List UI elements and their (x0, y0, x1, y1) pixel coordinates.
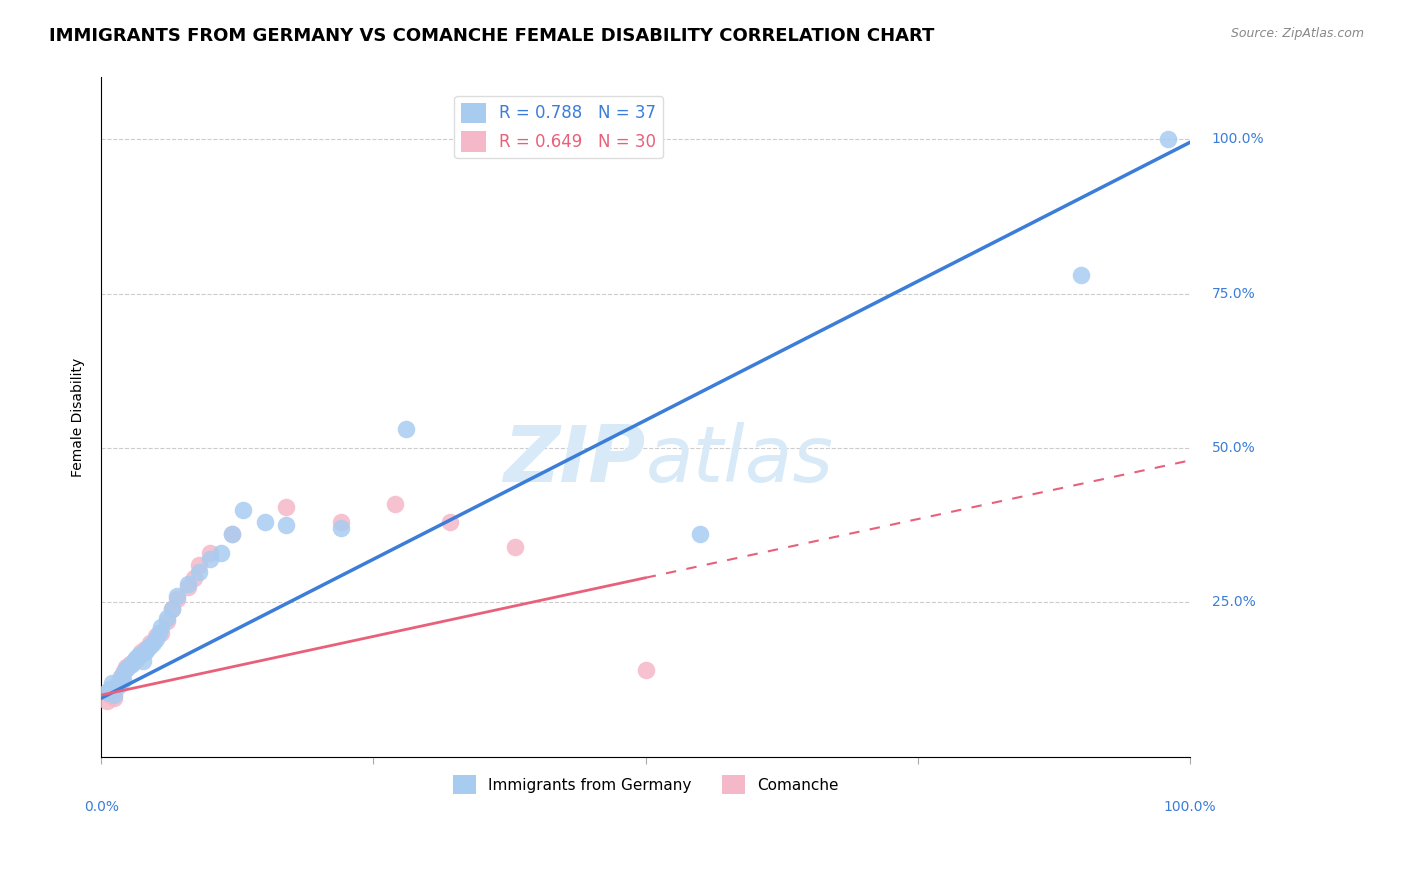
Point (115, 660, 138, 674)
Point (232, 503, 254, 517)
Point (118, 657, 141, 672)
Point (110, 669, 132, 683)
Point (122, 654, 145, 668)
Point (121, 657, 143, 672)
Point (134, 645, 156, 659)
Point (98, 681, 121, 696)
Point (384, 497, 406, 511)
Text: 100.0%: 100.0% (1212, 132, 1264, 146)
Point (101, 681, 124, 696)
Point (103, 688, 125, 702)
Point (503, 540, 526, 554)
Text: 100.0%: 100.0% (1164, 800, 1216, 814)
Point (150, 626, 173, 640)
Point (160, 601, 183, 615)
Point (253, 515, 276, 529)
Point (1070, 268, 1092, 282)
Point (1157, 132, 1180, 146)
Point (155, 614, 177, 628)
Point (188, 565, 211, 579)
Text: atlas: atlas (645, 423, 834, 499)
Point (221, 527, 243, 541)
Text: 75.0%: 75.0% (1212, 286, 1256, 301)
Point (107, 679, 129, 693)
Point (139, 635, 162, 649)
Point (145, 632, 167, 647)
Point (177, 580, 200, 594)
Point (101, 675, 124, 690)
Point (117, 660, 139, 674)
Point (98, 688, 121, 702)
Point (155, 611, 177, 625)
Point (329, 515, 352, 529)
Point (111, 673, 134, 687)
Legend: Immigrants from Germany, Comanche: Immigrants from Germany, Comanche (447, 769, 845, 800)
Text: 0.0%: 0.0% (84, 800, 118, 814)
Point (127, 651, 149, 665)
Point (148, 626, 170, 640)
Point (111, 666, 134, 681)
Point (134, 641, 156, 656)
Point (329, 521, 352, 535)
Point (276, 500, 298, 514)
Point (221, 527, 243, 541)
Point (131, 654, 153, 668)
Point (110, 669, 132, 683)
Y-axis label: Female Disability: Female Disability (72, 358, 86, 476)
Text: 25.0%: 25.0% (1212, 596, 1256, 609)
Point (125, 651, 148, 665)
Point (96, 685, 118, 699)
Point (103, 691, 125, 706)
Point (139, 639, 162, 653)
Point (276, 518, 298, 533)
Point (142, 635, 165, 649)
Text: IMMIGRANTS FROM GERMANY VS COMANCHE FEMALE DISABILITY CORRELATION CHART: IMMIGRANTS FROM GERMANY VS COMANCHE FEMA… (49, 27, 935, 45)
Text: Source: ZipAtlas.com: Source: ZipAtlas.com (1230, 27, 1364, 40)
Point (395, 423, 418, 437)
Point (439, 515, 461, 529)
Point (150, 620, 173, 634)
Point (131, 645, 153, 659)
Point (122, 654, 145, 668)
Point (145, 629, 167, 643)
Text: 50.0%: 50.0% (1212, 441, 1256, 455)
Point (209, 546, 232, 560)
Point (96, 694, 118, 708)
Point (634, 664, 657, 678)
Text: ZIP: ZIP (503, 423, 645, 499)
Point (166, 589, 188, 603)
Point (136, 641, 159, 656)
Point (128, 648, 150, 662)
Point (114, 664, 136, 678)
Point (188, 558, 211, 573)
Point (177, 577, 200, 591)
Point (160, 601, 183, 615)
Point (198, 546, 221, 560)
Point (107, 675, 129, 690)
Point (689, 527, 711, 541)
Point (198, 552, 221, 566)
Point (183, 571, 205, 585)
Point (166, 592, 188, 607)
